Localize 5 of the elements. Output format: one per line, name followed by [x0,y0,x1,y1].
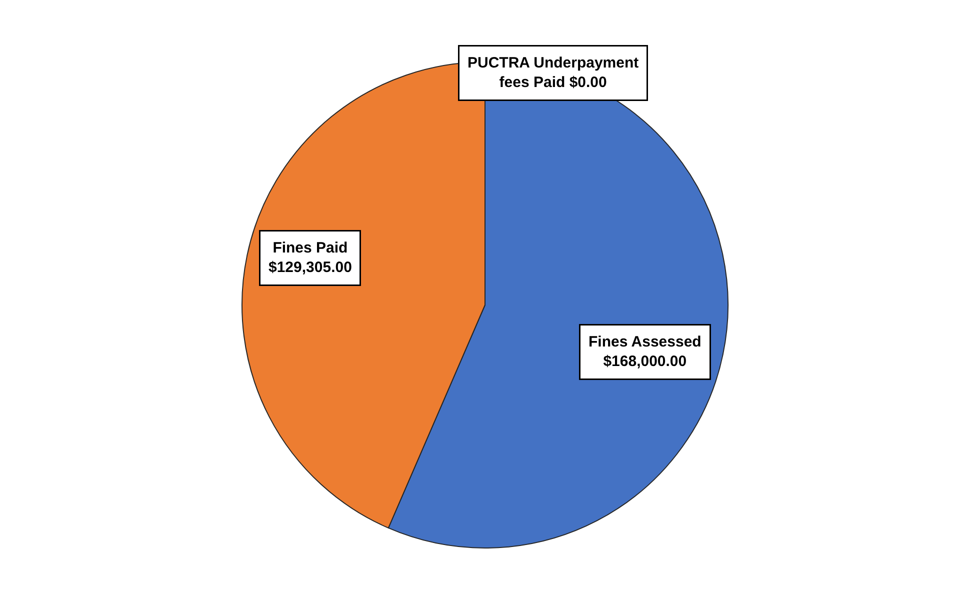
category-label: PUCTRA Underpayment fees Paid $0.00 [468,54,639,91]
slice-label: Fines Paid [272,240,348,256]
data-label: $129,305.00 [268,259,352,276]
data-label: $168,000.00 [603,353,687,370]
slice-label: Fines Assessed [588,334,702,350]
